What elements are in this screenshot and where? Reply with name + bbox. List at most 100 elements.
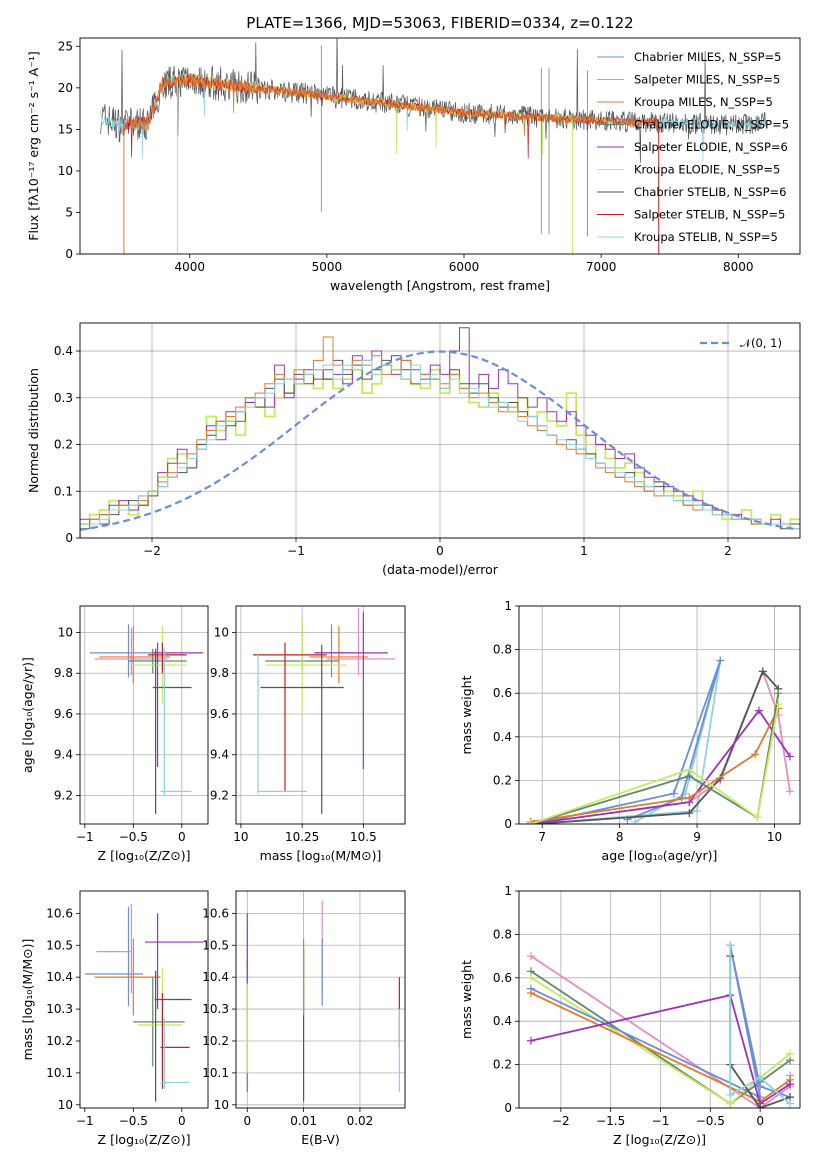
x-tick-label: −1 [76,830,94,844]
y-tick-label: 10.1 [202,1066,229,1080]
y-tick-label: 0.4 [493,1014,512,1028]
weight-point-salpeter_elodie [526,1036,535,1045]
y-tick-label: 0.6 [493,686,512,700]
axes: −2 −1 0 1 2 0 0.1 0.2 0.3 0.4 [54,344,732,558]
spectrum-plot: 4000 5000 6000 7000 8000 0 5 10 15 20 25 wavelength… [26,37,801,293]
axes-frame [518,890,801,1109]
y-axis-label: Flux [fλ10⁻¹⁷ erg cm⁻² s⁻¹ A⁻¹] [26,51,41,240]
legend-label: Chabrier MILES, N_SSP=5 [634,50,781,64]
weight-point-chabrier_miles [756,1082,765,1091]
y-axis-label: Normed distribution [26,368,41,493]
x-tick-label: 8000 [723,260,754,274]
axes: −1 −0.5 0 10 10.1 10.2 10.3 10.4 10.5 10.6 [46,906,185,1128]
y-tick-label: 9.2 [210,788,229,802]
x-tick-label: 0 [178,1114,186,1128]
y-tick-label: 10.4 [46,970,73,984]
weight-point-salpeter_elodie [785,752,794,761]
y-tick-label: 10.5 [46,938,73,952]
y-tick-label: 10.4 [202,970,229,984]
x-axis-label: age [log₁₀(age/yr)] [602,848,718,863]
axes: −1 −0.5 0 9.2 9.4 9.6 9.8 10 [54,625,186,844]
axes-frame [235,605,406,825]
y-tick-label: 10.2 [46,1034,73,1048]
weight-point-kroupa_elodie [685,765,694,774]
y-tick-label: 0.2 [493,1058,512,1072]
plot-area [246,900,400,1102]
weight-point-kroupa_stelib [726,941,735,950]
hist-salpeter_elodie [80,327,800,538]
legend-label: 𝒩(0, 1) [740,336,782,350]
weight-point-chabrier_stelib [756,1104,765,1108]
y-tick-label: 0.4 [493,730,512,744]
y-tick-label: 10 [214,1098,229,1112]
age-vs-mass-plot: 10 10.25 10.5 9.2 9.4 9.6 9.8 10 mass [log₁₀(M/M… [210,605,406,863]
x-tick-label: −0.5 [119,1114,148,1128]
x-tick-label: 0 [756,1114,764,1128]
x-tick-label: 10.25 [285,830,319,844]
legend-label: Kroupa STELIB, N_SSP=5 [634,230,778,244]
y-axis-label: age [log₁₀(age/yr)] [20,657,35,773]
x-tick-label: −1 [652,1114,670,1128]
weight-line-kroupa_elodie [530,703,780,824]
axes-frame [79,322,801,539]
y-tick-label: 0 [65,531,73,545]
y-tick-label: 15 [58,122,73,136]
y-tick-label: 10.1 [46,1066,73,1080]
y-tick-label: 9.4 [210,748,229,762]
weight-point-kroupa_elodie [753,813,762,822]
legend-label: Salpeter ELODIE, N_SSP=6 [634,140,788,154]
axes: −2 −1.5 −1 −0.5 0 0 0.2 0.4 0.6 0.8 1 [493,884,764,1128]
y-tick-label: 10.3 [46,1002,73,1016]
plot-area [253,608,396,814]
legend-label: Salpeter MILES, N_SSP=5 [634,73,780,87]
weight-point-chabrier_stelib [685,809,694,818]
legend-label: Chabrier STELIB, N_SSP=6 [634,185,786,199]
weight-point-salpeter_elodie [754,706,763,715]
x-tick-label: 0 [243,1114,251,1128]
weight-point-kroupa_miles [685,793,694,802]
plot-area [89,624,204,814]
y-tick-label: 5 [65,205,73,219]
legend-label: Kroupa ELODIE, N_SSP=5 [634,163,780,177]
mass-vs-metallicity-plot: −1 −0.5 0 10 10.1 10.2 10.3 10.4 10.5 10.6 Z [log₁… [20,890,209,1147]
legend: Chabrier MILES, N_SSP=5 Salpeter MILES, N… [597,50,789,244]
weight-point-kroupa_elodie [726,1099,735,1108]
y-tick-label: 0.2 [54,438,73,452]
x-tick-label: 0 [436,544,444,558]
axes-frame [518,605,801,825]
y-tick-label: 0.2 [493,773,512,787]
y-tick-label: 10.6 [202,906,229,920]
legend-label: Kroupa MILES, N_SSP=5 [634,95,773,109]
x-tick-label: 2 [724,544,732,558]
y-tick-label: 9.8 [54,666,73,680]
weight-point-kroupa_miles [751,750,760,759]
axes-frame [235,890,406,1109]
x-tick-label: 10 [233,830,248,844]
weight-point-chabrier_miles [669,789,678,798]
axes-frame [79,37,801,255]
x-tick-label: 8 [616,830,624,844]
y-tick-label: 10 [58,625,73,639]
x-tick-label: −1.5 [596,1114,625,1128]
y-tick-label: 0.3 [54,391,73,405]
spectrum-title: PLATE=1366, MJD=53063, FIBERID=0334, z=0… [246,14,633,32]
y-tick-label: 10.5 [202,938,229,952]
plot-area [526,941,795,1108]
weight-point-kroupa_stelib [726,1090,735,1099]
axes: 7 8 9 10 0 0.2 0.4 0.6 0.8 1 [493,599,782,844]
weight-point-kroupa_elodie [526,973,535,982]
x-tick-label: 7 [538,830,546,844]
x-axis-label: Z [log₁₀(Z/Z⊙)] [613,1132,706,1147]
y-tick-label: 0 [65,247,73,261]
weight-line-kroupa_miles [530,708,780,823]
plot-area [100,38,766,254]
y-tick-label: 9.6 [210,707,229,721]
weight-point-kroupa_stelib [693,806,702,815]
weight-point-kroupa_stelib [786,1099,795,1108]
x-tick-label: −2 [552,1114,570,1128]
x-axis-label: Z [log₁₀(Z/Z⊙)] [98,848,191,863]
weight-vs-metallicity-plot: −2 −1.5 −1 −0.5 0 0 0.2 0.4 0.6 0.8 1 Z [log₁₀(Z/Z⊙… [459,884,801,1147]
x-tick-label: 9 [693,830,701,844]
x-tick-label: 7000 [586,260,617,274]
x-axis-label: E(B-V) [301,1132,340,1147]
